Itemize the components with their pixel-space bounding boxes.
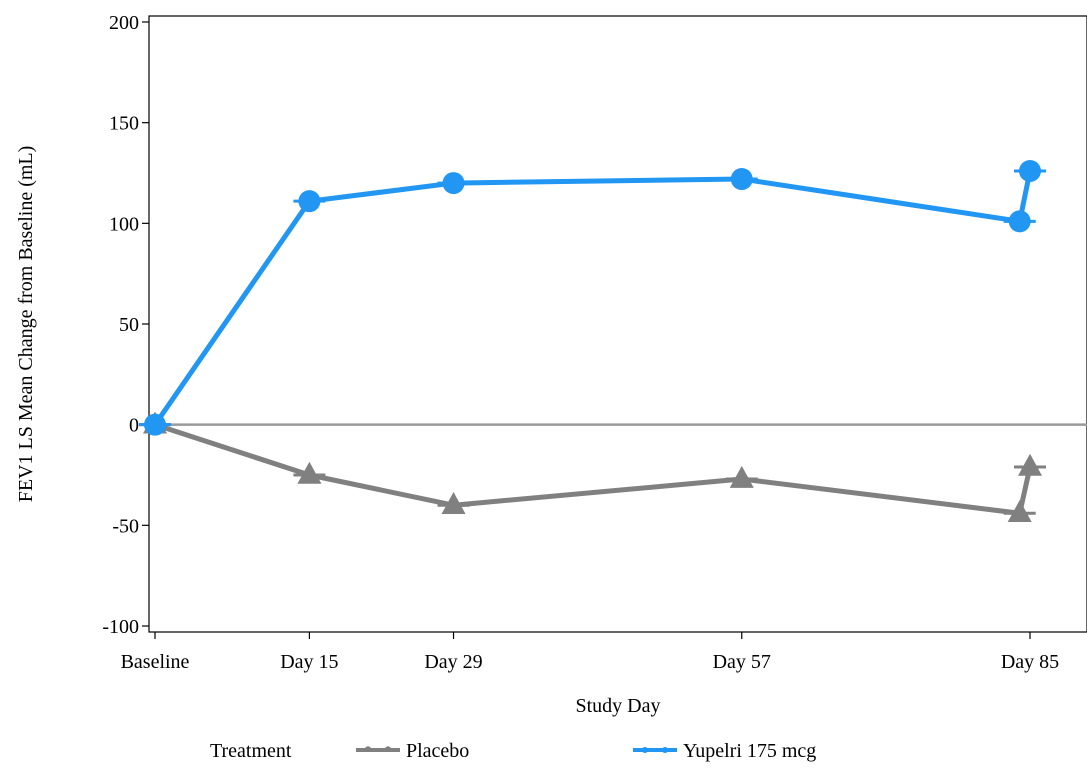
data-point: [1019, 160, 1041, 182]
x-axis-title: Study Day: [576, 695, 661, 717]
x-axis: Baseline Day 15 Day 29 Day 57 Day 85: [121, 632, 1060, 673]
legend: Treatment Placebo Yupelri 175 mcg: [210, 740, 816, 762]
data-point: [731, 168, 753, 190]
x-tick-label: Day 85: [1001, 651, 1059, 673]
x-tick-label: Day 15: [280, 651, 338, 673]
legend-circle-icon: [642, 747, 648, 753]
y-tick-label: -50: [112, 515, 139, 537]
y-tick-label: 50: [119, 314, 139, 336]
legend-title: Treatment: [210, 740, 292, 762]
series-layer: [139, 160, 1046, 522]
y-tick-label: 100: [109, 213, 139, 235]
data-point: [1009, 210, 1031, 232]
legend-triangle-icon: [363, 746, 373, 749]
legend-label-placebo: Placebo: [406, 740, 469, 762]
legend-label-yupelri: Yupelri 175 mcg: [683, 740, 816, 762]
y-tick-label: 150: [109, 113, 139, 135]
series-line: [155, 425, 1030, 514]
data-point: [730, 466, 754, 488]
y-tick-label: 0: [129, 415, 139, 437]
y-tick-label: -100: [102, 616, 139, 638]
legend-triangle-icon: [383, 746, 393, 749]
series-placebo: [139, 411, 1046, 522]
data-point: [298, 190, 320, 212]
y-axis-title: FEV1 LS Mean Change from Baseline (mL): [15, 146, 37, 503]
plot-frame: [149, 16, 1087, 632]
x-tick-label: Baseline: [121, 651, 190, 673]
y-tick-label: 200: [109, 12, 139, 34]
series-line: [155, 171, 1030, 425]
legend-circle-icon: [662, 747, 668, 753]
legend-item-placebo: Placebo: [356, 740, 469, 762]
x-tick-label: Day 29: [424, 651, 482, 673]
legend-item-yupelri: Yupelri 175 mcg: [633, 740, 816, 762]
series-yupelri: [139, 160, 1046, 436]
data-point: [1018, 454, 1042, 476]
data-point: [144, 414, 166, 436]
data-point: [443, 172, 465, 194]
x-tick-label: Day 57: [713, 651, 771, 673]
y-axis: -100 -50 0 50 100 150 200: [102, 12, 149, 638]
